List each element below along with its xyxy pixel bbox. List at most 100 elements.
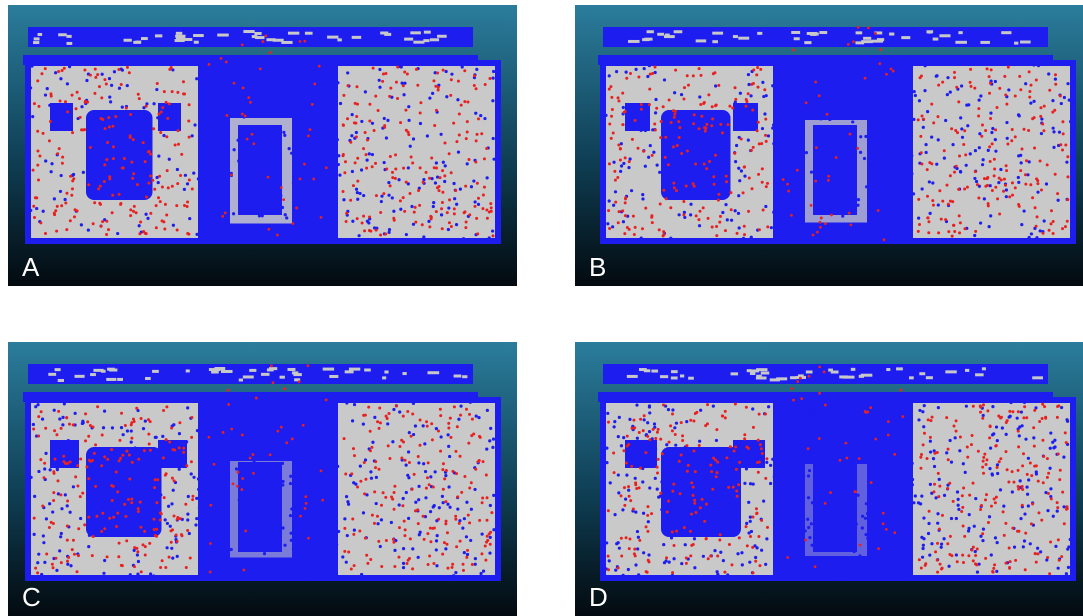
blue-point bbox=[627, 568, 630, 571]
blue-point bbox=[398, 410, 401, 413]
red-point bbox=[158, 175, 161, 178]
red-point bbox=[1005, 169, 1008, 172]
red-point bbox=[307, 537, 310, 540]
red-point bbox=[998, 212, 1001, 215]
red-point bbox=[81, 128, 84, 131]
red-point bbox=[761, 181, 764, 184]
blue-point bbox=[292, 182, 295, 185]
red-point bbox=[731, 106, 734, 109]
cornice-fleck bbox=[791, 31, 800, 34]
red-point bbox=[154, 478, 157, 481]
red-point bbox=[383, 124, 386, 127]
red-point bbox=[374, 466, 377, 469]
blue-point bbox=[371, 122, 374, 125]
blue-point bbox=[64, 493, 67, 496]
red-point bbox=[631, 427, 634, 430]
red-point bbox=[1008, 410, 1011, 413]
red-point bbox=[1044, 417, 1047, 420]
red-point bbox=[110, 484, 113, 487]
red-point bbox=[74, 475, 77, 478]
red-point bbox=[377, 540, 380, 543]
red-point bbox=[1003, 178, 1006, 181]
red-point bbox=[766, 526, 769, 529]
red-point bbox=[1024, 173, 1027, 176]
red-point bbox=[92, 535, 95, 538]
red-point bbox=[162, 456, 165, 459]
blue-point bbox=[281, 526, 284, 529]
red-point bbox=[378, 407, 381, 410]
blue-point bbox=[847, 504, 850, 507]
blue-point bbox=[960, 127, 963, 130]
blue-point bbox=[1026, 493, 1029, 496]
blue-point bbox=[886, 547, 889, 550]
blue-point bbox=[217, 173, 220, 176]
red-point bbox=[135, 407, 138, 410]
blue-point bbox=[723, 514, 726, 517]
red-point bbox=[952, 500, 955, 503]
red-point bbox=[37, 178, 40, 181]
cornice-fleck bbox=[819, 31, 827, 34]
red-point bbox=[764, 477, 767, 480]
red-point bbox=[755, 512, 758, 515]
red-point bbox=[715, 234, 718, 237]
blue-point bbox=[996, 439, 999, 442]
red-point bbox=[363, 229, 366, 232]
blue-point bbox=[801, 140, 804, 143]
blue-point bbox=[850, 430, 853, 433]
blue-point bbox=[819, 117, 822, 120]
blue-point bbox=[620, 444, 623, 447]
red-point bbox=[917, 230, 920, 233]
red-point bbox=[957, 188, 960, 191]
red-point bbox=[955, 86, 958, 89]
red-point bbox=[885, 528, 888, 531]
red-point bbox=[470, 434, 473, 437]
red-point bbox=[411, 488, 414, 491]
red-point bbox=[1035, 464, 1038, 467]
red-point bbox=[1039, 106, 1042, 109]
blue-point bbox=[435, 548, 438, 551]
blue-point bbox=[987, 149, 990, 152]
red-point bbox=[919, 135, 922, 138]
red-point bbox=[983, 177, 986, 180]
blue-point bbox=[247, 519, 250, 522]
red-point bbox=[454, 515, 457, 518]
blue-point bbox=[379, 545, 382, 548]
red-point bbox=[425, 171, 428, 174]
red-point bbox=[759, 443, 762, 446]
red-point bbox=[486, 496, 489, 499]
cornice-fleck bbox=[402, 372, 406, 375]
blue-point bbox=[245, 64, 248, 67]
blue-point bbox=[138, 224, 141, 227]
blue-point bbox=[268, 416, 271, 419]
red-point bbox=[986, 409, 989, 412]
red-point bbox=[927, 418, 930, 421]
red-point bbox=[94, 68, 97, 71]
blue-point bbox=[795, 518, 798, 521]
blue-point bbox=[282, 454, 285, 457]
red-point bbox=[110, 448, 113, 451]
blue-point bbox=[41, 418, 44, 421]
red-point bbox=[1004, 93, 1007, 96]
red-point bbox=[972, 546, 975, 549]
blue-point bbox=[204, 424, 207, 427]
red-point bbox=[932, 121, 935, 124]
red-point bbox=[103, 527, 106, 530]
red-point bbox=[366, 562, 369, 565]
red-point bbox=[350, 472, 353, 475]
red-point bbox=[120, 412, 123, 415]
blue-point bbox=[1016, 417, 1019, 420]
blue-point bbox=[747, 83, 750, 86]
red-point bbox=[951, 235, 954, 238]
red-point bbox=[1041, 403, 1044, 406]
blue-point bbox=[383, 161, 386, 164]
blue-point bbox=[884, 486, 887, 489]
blue-point bbox=[198, 506, 201, 509]
red-point bbox=[474, 161, 477, 164]
red-point bbox=[439, 414, 442, 417]
blue-point bbox=[931, 181, 934, 184]
blue-point bbox=[195, 517, 198, 520]
blue-point bbox=[1058, 131, 1061, 134]
red-point bbox=[403, 210, 406, 213]
blue-point bbox=[296, 503, 299, 506]
blue-point bbox=[367, 221, 370, 224]
